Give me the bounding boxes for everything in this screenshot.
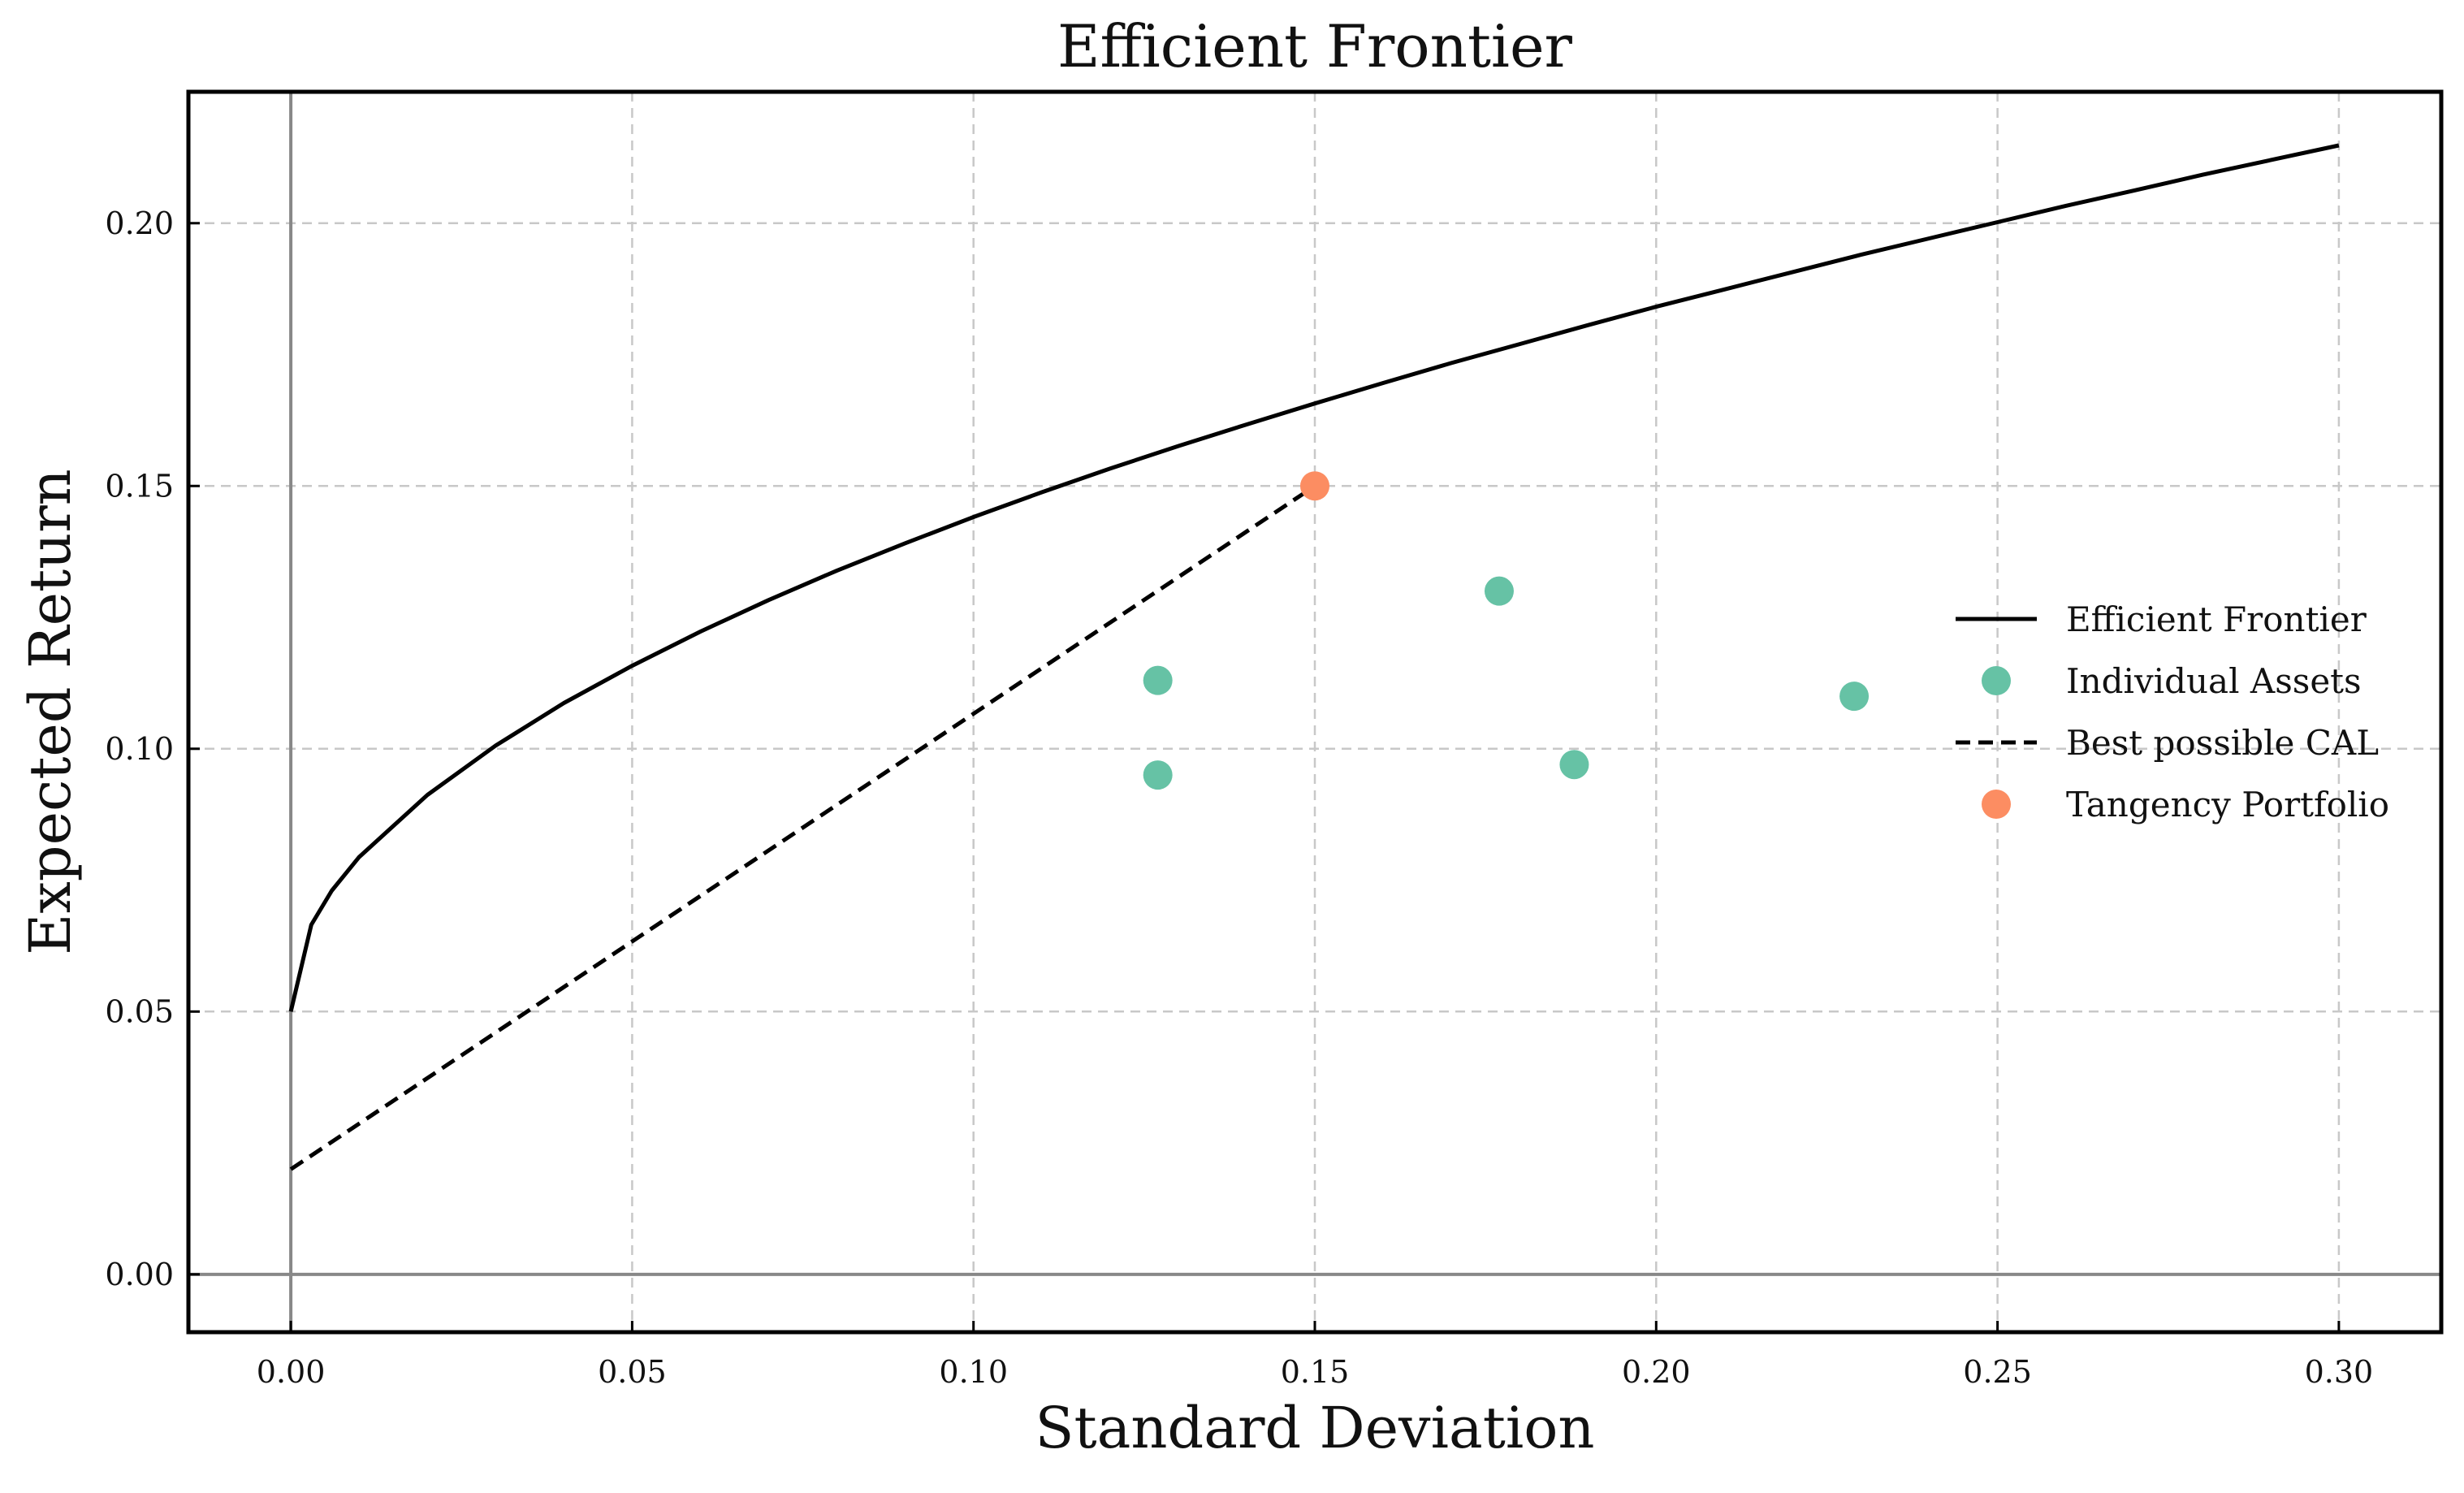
x-tick-label: 0.30	[2305, 1354, 2374, 1390]
x-tick-label: 0.10	[939, 1354, 1008, 1390]
reference-lines	[188, 92, 2441, 1332]
legend-label: Individual Assets	[2066, 661, 2362, 701]
x-tick-label: 0.00	[257, 1354, 326, 1390]
asset-point	[1484, 576, 1514, 606]
chart-title: Efficient Frontier	[1057, 12, 1573, 80]
cal-line	[289, 484, 1316, 1171]
x-tick-label: 0.15	[1281, 1354, 1350, 1390]
asset-point	[1143, 665, 1173, 695]
y-tick-label: 0.10	[105, 731, 174, 767]
legend: Efficient Frontier Individual Assets Best …	[1956, 599, 2389, 824]
asset-point	[1559, 750, 1589, 780]
y-axis-label: Expected Return	[17, 469, 84, 955]
x-tick-label: 0.05	[598, 1354, 667, 1390]
legend-dot-marker	[1982, 790, 2011, 819]
y-tick-label: 0.05	[105, 993, 174, 1029]
asset-point	[1143, 760, 1173, 790]
ticks-layer: 0.00 0.05 0.10 0.15 0.20 0.25 0.30 0.00 0.05 0.10…	[105, 206, 2373, 1390]
x-tick-label: 0.20	[1622, 1354, 1691, 1390]
tangency-portfolio-point	[1300, 471, 1329, 501]
x-axis-label: Standard Deviation	[1035, 1395, 1595, 1461]
grid-layer	[188, 92, 2441, 1332]
y-tick-label: 0.15	[105, 468, 174, 504]
efficient-frontier-line	[288, 143, 2340, 1012]
legend-label: Tangency Portfolio	[2066, 785, 2389, 824]
series-layer	[288, 143, 2340, 1171]
y-tick-label: 0.00	[105, 1257, 174, 1292]
legend-dot-marker	[1982, 666, 2011, 695]
legend-label: Efficient Frontier	[2066, 599, 2367, 639]
legend-label: Best possible CAL	[2066, 723, 2379, 763]
asset-point	[1839, 682, 1870, 712]
y-tick-label: 0.20	[105, 206, 174, 241]
x-tick-label: 0.25	[1963, 1354, 2032, 1390]
